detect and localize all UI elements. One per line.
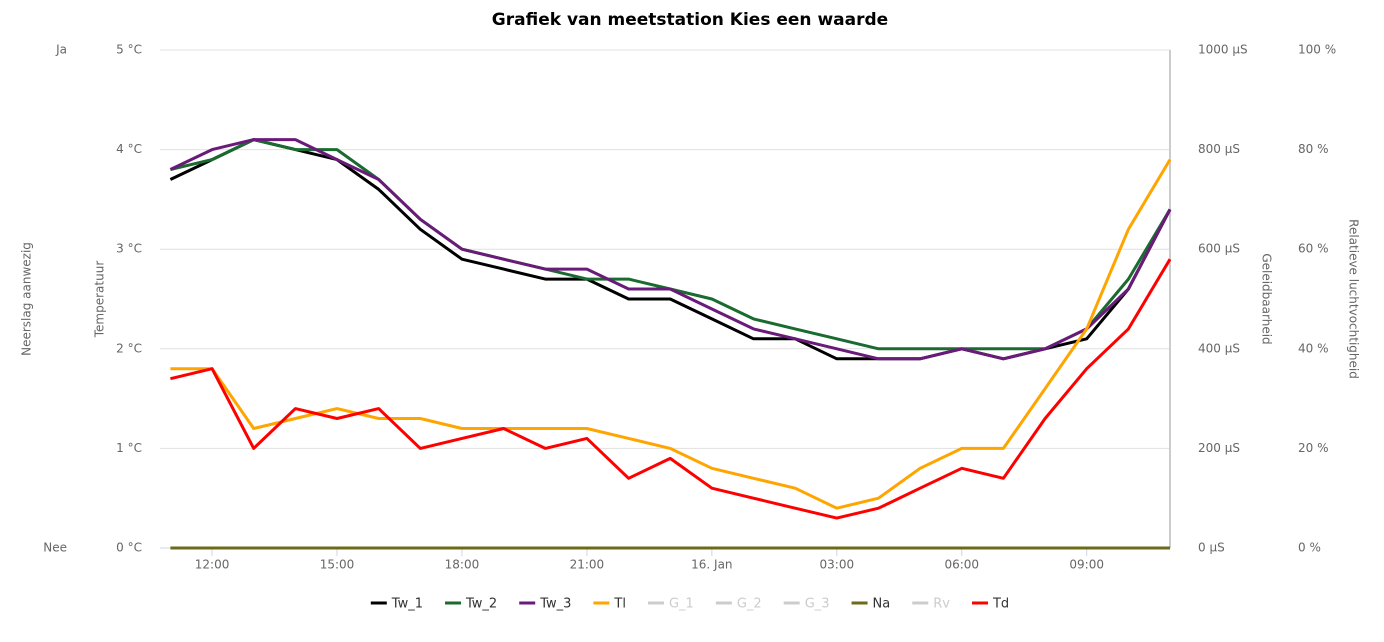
y4-tick-label: 0 % [1298, 541, 1321, 555]
y2-tick-label: 200 μS [1198, 441, 1240, 455]
y4-tick-label: 60 % [1298, 242, 1329, 256]
y4-tick-label: 100 % [1298, 43, 1336, 57]
y3-tick-label: Nee [43, 541, 67, 555]
y4-tick-label: 20 % [1298, 441, 1329, 455]
y2-axis-title: Geleidbaarheid [1260, 253, 1274, 344]
y-axis-title: Temperatuur [93, 261, 107, 339]
y-tick-label: 5 °C [116, 43, 142, 57]
y-tick-label: 0 °C [116, 541, 142, 555]
legend-label[interactable]: G_2 [737, 597, 762, 612]
y4-tick-label: 80 % [1298, 142, 1329, 156]
y2-tick-label: 600 μS [1198, 242, 1240, 256]
legend-label[interactable]: G_1 [669, 597, 694, 612]
legend-label[interactable]: Tl [613, 597, 626, 612]
x-tick-label: 06:00 [944, 558, 979, 572]
y-tick-label: 4 °C [116, 142, 142, 156]
y4-axis-title: Relatieve luchtvochtigheid [1347, 219, 1361, 379]
legend-label[interactable]: Tw_2 [465, 597, 497, 612]
y-tick-label: 1 °C [116, 441, 142, 455]
series-line [170, 138, 1172, 351]
y2-tick-label: 800 μS [1198, 142, 1240, 156]
x-tick-label: 21:00 [570, 558, 605, 572]
x-tick-label: 15:00 [320, 558, 355, 572]
chart-title: Grafiek van meetstation Kies een waarde [492, 10, 888, 30]
x-tick-label: 03:00 [820, 558, 855, 572]
series-line [169, 138, 1172, 361]
x-tick-label: 18:00 [445, 558, 480, 572]
y-tick-label: 3 °C [116, 242, 142, 256]
series-line [170, 158, 1172, 510]
legend-label[interactable]: Na [873, 597, 891, 612]
y2-tick-label: 0 μS [1198, 541, 1225, 555]
legend-label[interactable]: Td [992, 597, 1009, 612]
y3-tick-label: Ja [55, 43, 67, 57]
x-tick-label: 12:00 [195, 558, 230, 572]
y2-tick-label: 400 μS [1198, 341, 1240, 355]
y2-tick-label: 1000 μS [1198, 43, 1248, 57]
series-line [170, 258, 1172, 520]
legend-label[interactable]: Tw_1 [391, 597, 423, 612]
y-tick-label: 2 °C [116, 341, 142, 355]
x-tick-label: 16. Jan [691, 558, 732, 572]
y3-axis-title: Neerslag aanwezig [20, 242, 34, 356]
legend-label[interactable]: G_3 [805, 597, 830, 612]
legend-label[interactable]: Tw_3 [539, 597, 571, 612]
x-tick-label: 09:00 [1069, 558, 1104, 572]
y4-tick-label: 40 % [1298, 341, 1329, 355]
legend-label[interactable]: Rv [933, 597, 950, 612]
